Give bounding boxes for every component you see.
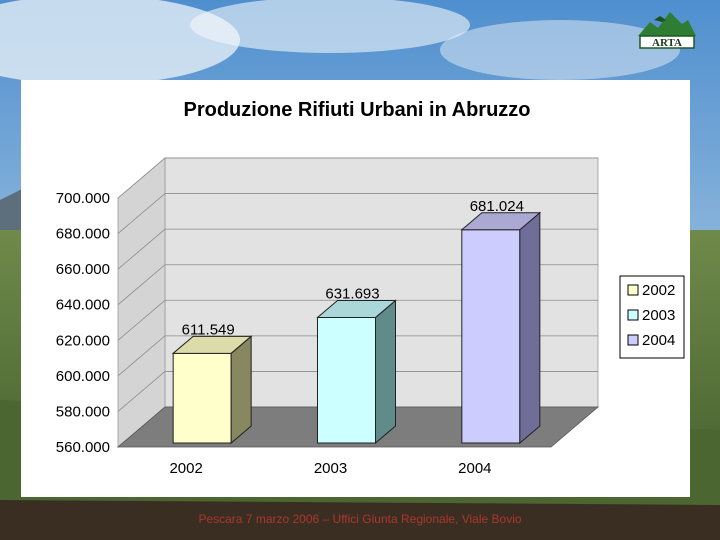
bar-side	[230, 335, 252, 445]
bar-chart: Produzione Rifiuti Urbani in Abruzzo 560…	[56, 99, 685, 477]
gridline	[117, 193, 598, 234]
bar-2003: 631.693	[316, 285, 397, 445]
arta-logo: ARTA	[638, 12, 696, 49]
legend-label: 2004	[642, 332, 675, 349]
bar-front	[317, 316, 376, 444]
y-tick-label: 600.000	[56, 368, 110, 385]
logo-text: ARTA	[652, 37, 682, 49]
bar-side	[375, 299, 396, 445]
gridline	[117, 335, 598, 377]
legend: 2002 2003 2004	[619, 275, 685, 359]
chart-panel: Produzione Rifiuti Urbani in Abruzzo 560…	[21, 80, 690, 497]
data-label: 631.693	[325, 285, 379, 302]
bar-top	[316, 299, 397, 318]
side-wall	[117, 157, 166, 448]
y-tick-label: 620.000	[56, 332, 110, 349]
legend-swatch	[627, 309, 639, 321]
legend-swatch	[627, 284, 639, 296]
legend-swatch	[627, 334, 639, 346]
x-tick-label: 2002	[169, 460, 202, 477]
chart-title: Produzione Rifiuti Urbani in Abruzzo	[183, 99, 530, 121]
x-tick-label: 2004	[458, 460, 491, 477]
bar-top	[171, 335, 253, 354]
data-label: 681.024	[470, 198, 524, 215]
gridline	[117, 228, 598, 270]
bar-top	[460, 212, 542, 231]
gridline	[117, 371, 598, 412]
footer-text: Pescara 7 marzo 2006 – Uffici Giunta Reg…	[198, 512, 522, 526]
y-tick-label: 560.000	[56, 439, 110, 456]
bar-front	[461, 229, 521, 444]
gridline	[117, 299, 598, 341]
y-tick-label: 700.000	[56, 190, 110, 207]
y-tick-label: 580.000	[56, 403, 110, 420]
y-axis-ticks: 560.000 580.000 600.000 620.000 640.000 660.0…	[56, 190, 110, 456]
y-tick-label: 680.000	[56, 226, 110, 243]
gridline	[117, 264, 598, 306]
bar-2002: 611.549	[171, 321, 253, 445]
x-axis-ticks: 2002 2003 2004	[169, 460, 491, 477]
bar-front	[172, 352, 232, 444]
bar-side	[519, 211, 541, 445]
bar-2004: 681.024	[460, 198, 542, 445]
bars: 611.549 631.693 681.024	[171, 198, 542, 445]
legend-label: 2003	[642, 307, 675, 324]
gridline	[117, 157, 598, 199]
data-label: 611.549	[182, 321, 235, 338]
x-tick-label: 2003	[314, 460, 347, 477]
legend-label: 2002	[642, 282, 675, 299]
y-tick-label: 640.000	[56, 297, 110, 314]
y-tick-label: 660.000	[56, 261, 110, 278]
